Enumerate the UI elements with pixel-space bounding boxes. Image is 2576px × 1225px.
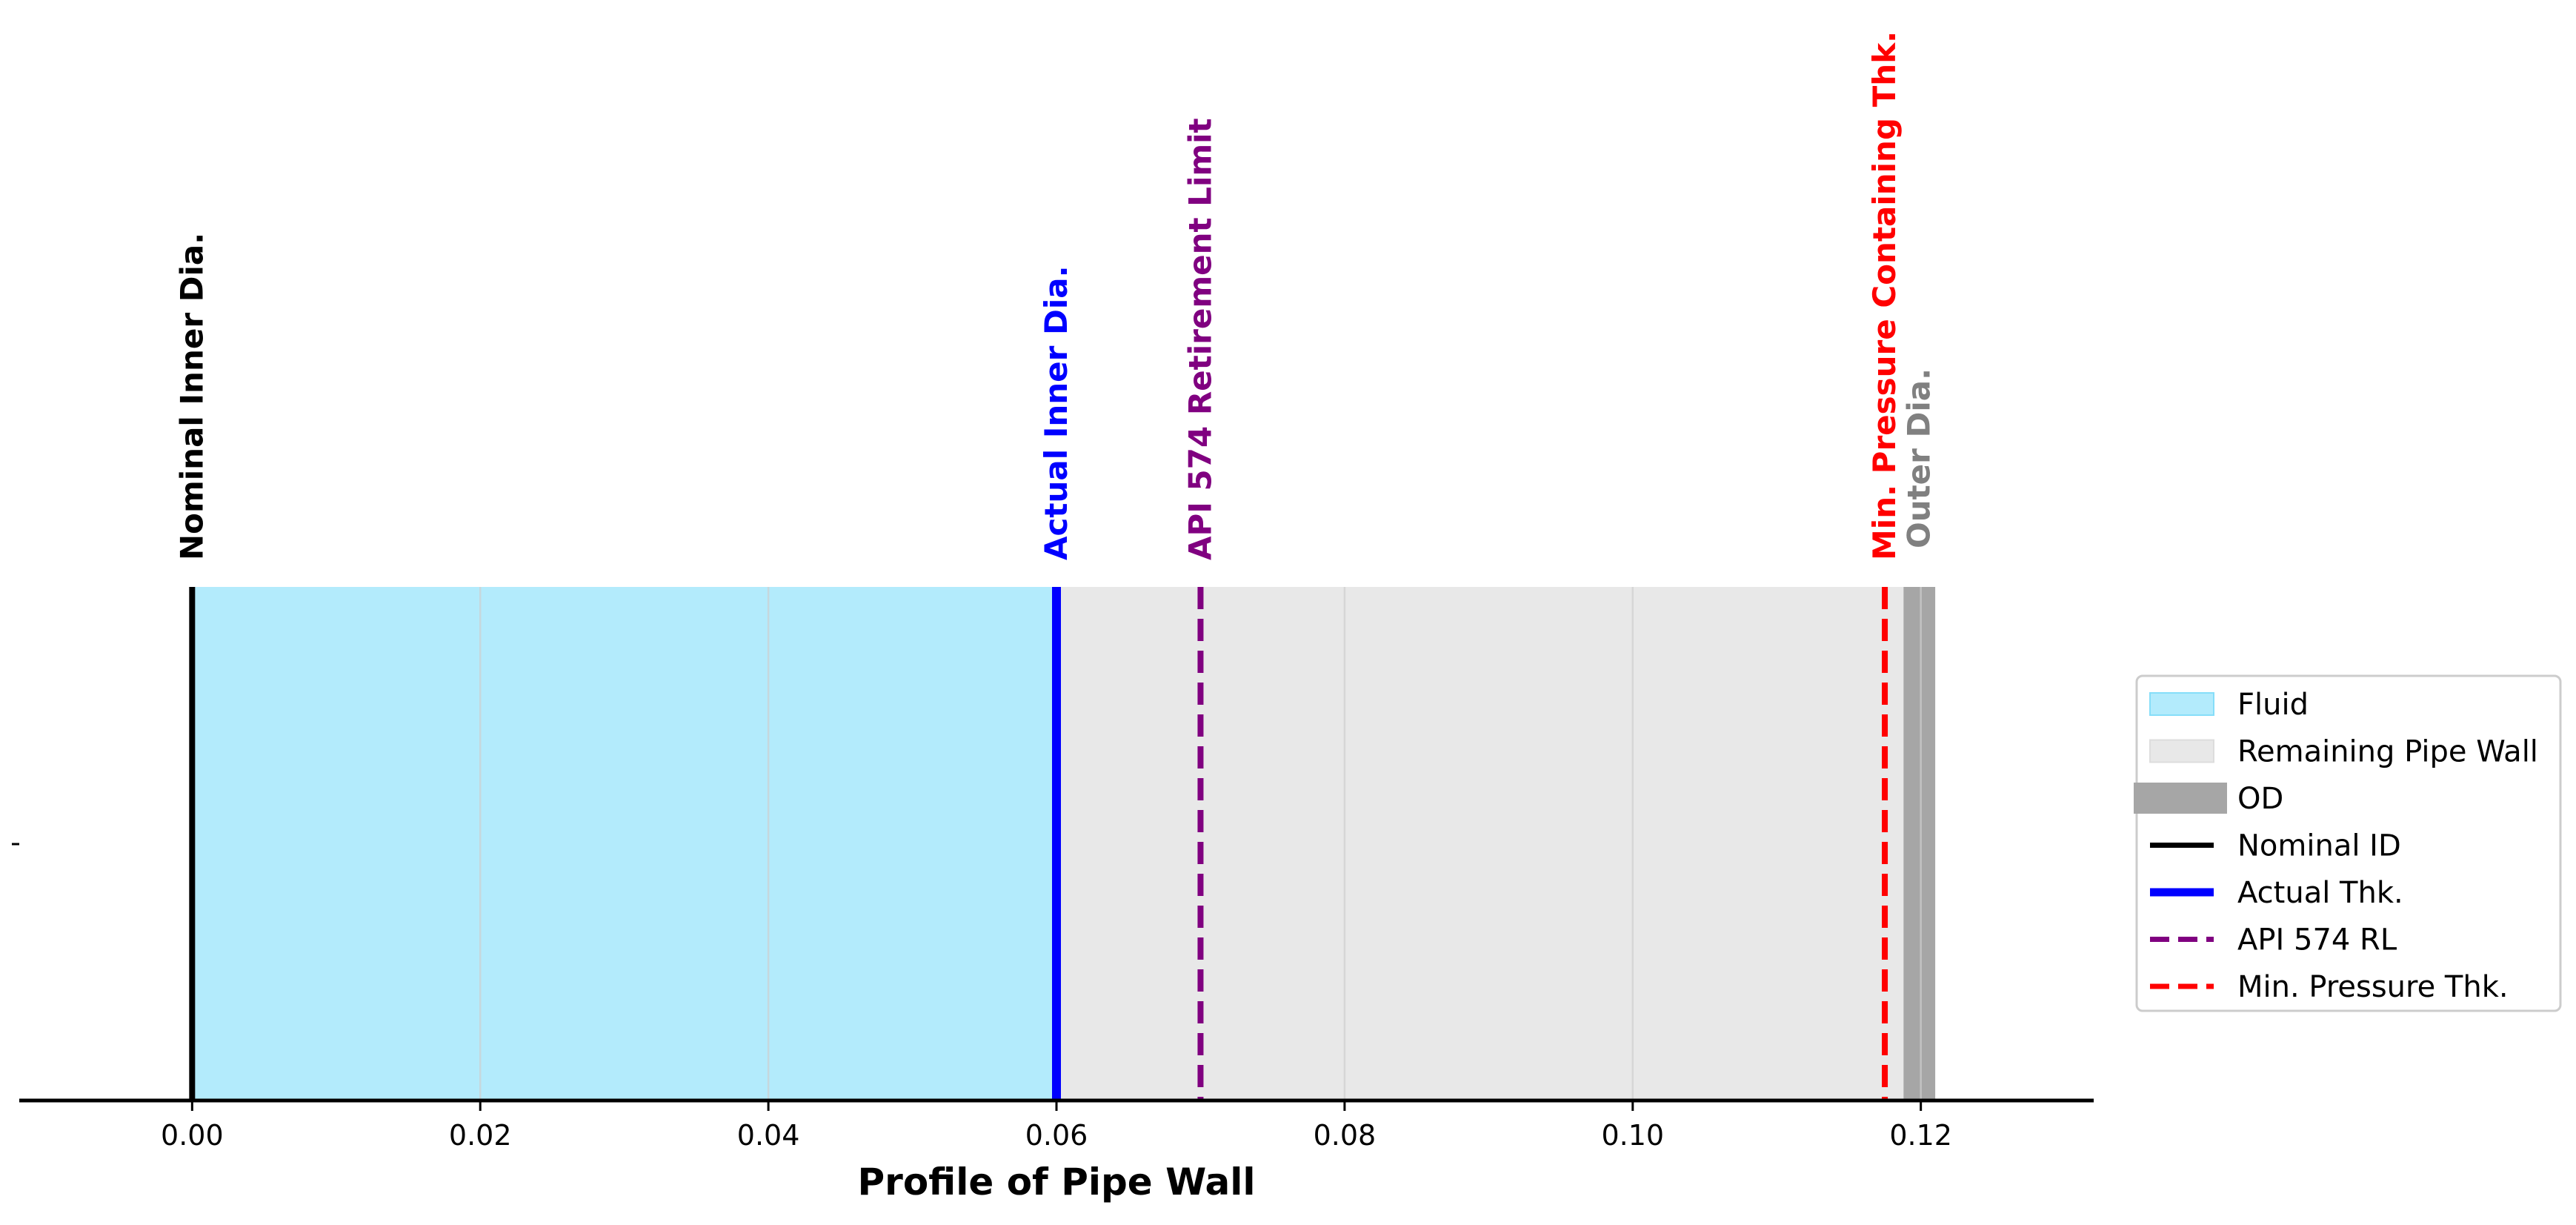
annotation-api-574-retirement-limit: API 574 Retirement Limit <box>1182 118 1218 560</box>
legend-item-od-label: OD <box>2237 782 2283 816</box>
x-tick-label-4: 0.08 <box>1314 1119 1377 1152</box>
annotation-actual-inner-dia: Actual Inner Dia. <box>1038 265 1074 560</box>
legend-item-actual-thk-label: Actual Thk. <box>2237 876 2403 910</box>
legend-box <box>2135 674 2562 1012</box>
legend-item-od-swatch <box>2134 783 2227 814</box>
x-tick-label-5: 0.10 <box>1601 1119 1664 1152</box>
legend-item-api-574-rl-label: API 574 RL <box>2237 923 2397 957</box>
x-tick-label-3: 0.06 <box>1025 1119 1088 1152</box>
x-tick-label-2: 0.04 <box>737 1119 800 1152</box>
region-layer <box>192 587 1936 1100</box>
legend-item-fluid-label: Fluid <box>2237 688 2309 722</box>
x-axis-title: Profile of Pipe Wall <box>858 1161 1256 1204</box>
legend-item-remaining-pipe-wall-swatch <box>2149 739 2214 763</box>
region-remaining-pipe-wall <box>1056 587 1904 1100</box>
x-tick-label-6: 0.12 <box>1889 1119 1952 1152</box>
annotation-outer-dia: Outer Dia. <box>1901 368 1937 548</box>
region-fluid <box>192 587 1056 1100</box>
x-tick-label-0: 0.00 <box>161 1119 224 1152</box>
legend-item-fluid-swatch <box>2149 692 2214 716</box>
annotation-nominal-inner-dia: Nominal Inner Dia. <box>173 233 210 560</box>
legend-item-remaining-pipe-wall-label: Remaining Pipe Wall <box>2237 735 2538 769</box>
x-axis: 0.00 0.02 0.04 0.06 0.08 0.10 0.12 <box>12 843 2094 1152</box>
marker-line-layer <box>189 587 1888 1100</box>
legend-item-min-pressure-thk-label: Min. Pressure Thk. <box>2237 970 2509 1004</box>
annotation-min-pressure-containing-thk: Min. Pressure Containing Thk. <box>1866 31 1903 560</box>
legend-item-nominal-id-label: Nominal ID <box>2237 829 2401 863</box>
region-od <box>1903 587 1936 1100</box>
x-tick-label-1: 0.02 <box>449 1119 512 1152</box>
legend: Fluid Remaining Pipe Wall OD Nominal ID Actu… <box>2134 674 2562 1012</box>
annotation-layer: Nominal Inner Dia. Actual Inner Dia. API 5… <box>173 31 1937 560</box>
